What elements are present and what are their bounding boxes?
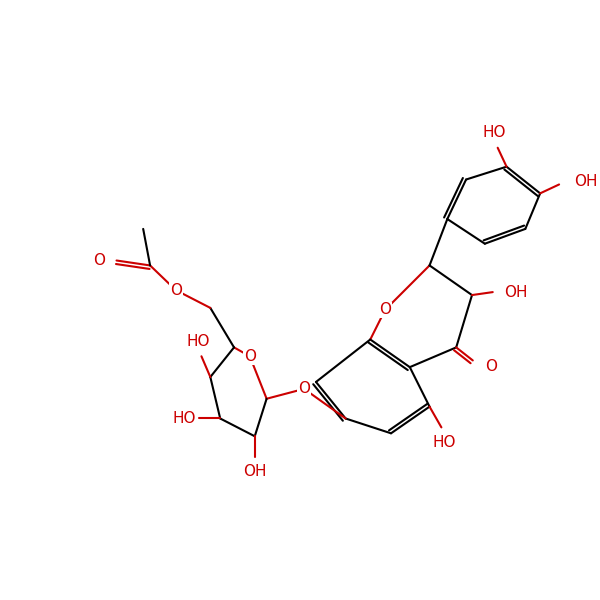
- Text: O: O: [485, 359, 497, 374]
- Text: O: O: [92, 253, 104, 268]
- Text: OH: OH: [505, 284, 528, 299]
- Text: HO: HO: [187, 334, 210, 349]
- Text: OH: OH: [574, 174, 598, 189]
- Text: HO: HO: [433, 434, 456, 449]
- Text: HO: HO: [173, 411, 196, 426]
- Text: O: O: [244, 349, 256, 364]
- Text: O: O: [298, 382, 310, 397]
- Text: O: O: [170, 283, 182, 298]
- Text: OH: OH: [243, 464, 266, 479]
- Text: O: O: [379, 302, 391, 317]
- Text: HO: HO: [483, 125, 506, 140]
